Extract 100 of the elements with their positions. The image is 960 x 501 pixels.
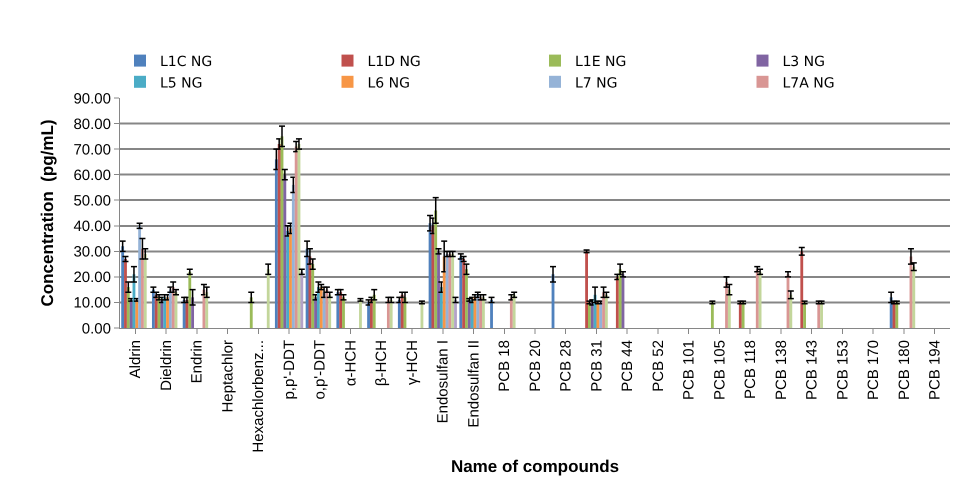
bar bbox=[322, 292, 326, 328]
bar bbox=[602, 292, 605, 328]
x-tick-label: Heptachlor bbox=[219, 340, 236, 413]
bar bbox=[892, 302, 896, 328]
legend-label: L1C NG bbox=[160, 54, 212, 70]
x-axis-title: Name of compounds bbox=[450, 456, 620, 476]
bar bbox=[308, 256, 312, 328]
bar bbox=[440, 287, 443, 328]
x-tick-label: PCB 153 bbox=[834, 340, 852, 400]
legend-label: L3 NG bbox=[782, 54, 825, 70]
bar bbox=[465, 269, 468, 328]
bar bbox=[596, 302, 600, 328]
x-tick-label: o,p'-DDT bbox=[312, 340, 329, 400]
legend-label: L7 NG bbox=[575, 75, 618, 92]
bar bbox=[141, 248, 144, 328]
x-tick-label: PCB 138 bbox=[772, 340, 790, 400]
x-tick-label: PCB 170 bbox=[865, 340, 882, 400]
x-tick-label: p,p'-DDT bbox=[280, 340, 298, 400]
bar bbox=[186, 300, 188, 328]
x-tick-label: PCB 44 bbox=[619, 340, 636, 392]
bar bbox=[758, 272, 762, 328]
legend-label: L7A NG bbox=[782, 75, 835, 92]
bar bbox=[168, 290, 172, 328]
x-tick-label: PCB 18 bbox=[496, 340, 514, 392]
bar bbox=[121, 246, 124, 328]
x-tick-label: Endosulfan I bbox=[434, 340, 452, 424]
bar bbox=[166, 297, 169, 328]
bar bbox=[910, 256, 912, 328]
bar bbox=[289, 228, 292, 328]
bar bbox=[454, 300, 457, 328]
y-tick-label: 30.00 bbox=[73, 244, 111, 261]
bar bbox=[182, 300, 186, 328]
bar bbox=[386, 300, 390, 328]
x-tick-label: Dieldrin bbox=[158, 340, 175, 391]
bar bbox=[786, 274, 790, 328]
x-tick-label: PCB 180 bbox=[896, 340, 913, 400]
bar bbox=[428, 223, 432, 328]
bar bbox=[280, 136, 284, 328]
x-tick-label: PCB 118 bbox=[742, 340, 760, 399]
bar bbox=[446, 254, 448, 328]
y-axis-title: Concentration (pg/mL) bbox=[38, 120, 58, 306]
bar bbox=[803, 302, 806, 328]
bar bbox=[130, 300, 133, 328]
y-tick-label: 20.00 bbox=[73, 269, 111, 286]
x-tick-label: Endrin bbox=[188, 340, 206, 384]
bar bbox=[152, 290, 155, 328]
x-tick-label: PCB 28 bbox=[558, 340, 575, 392]
bar bbox=[283, 174, 286, 328]
bar bbox=[490, 300, 493, 328]
x-tick-label: PCB 52 bbox=[650, 340, 667, 392]
bar bbox=[124, 259, 127, 328]
bar bbox=[462, 259, 466, 328]
bar bbox=[325, 290, 328, 328]
x-tick-label: Endosulfan II bbox=[465, 340, 482, 428]
bar bbox=[400, 294, 404, 328]
y-tick-label: 40.00 bbox=[73, 218, 111, 236]
y-tick-label: 0.00 bbox=[82, 320, 111, 338]
bar bbox=[474, 297, 476, 328]
y-tick-label: 60.00 bbox=[73, 166, 111, 184]
bar bbox=[622, 274, 624, 328]
bar bbox=[470, 300, 474, 328]
x-tick-label: PCB 105 bbox=[711, 340, 728, 400]
x-tick-label: PCB 101 bbox=[680, 340, 698, 400]
bar bbox=[294, 146, 298, 328]
bar bbox=[306, 248, 308, 328]
bar bbox=[448, 254, 452, 328]
bar bbox=[370, 300, 373, 328]
bar bbox=[339, 292, 342, 328]
legend-label: L1E NG bbox=[575, 54, 626, 70]
x-tick-label: β-HCH bbox=[373, 340, 390, 386]
bar bbox=[314, 297, 317, 328]
bar bbox=[585, 251, 588, 328]
bar bbox=[618, 269, 622, 328]
bar bbox=[160, 300, 164, 328]
bar bbox=[359, 300, 362, 328]
bar bbox=[437, 251, 440, 328]
y-tick-label: 90.00 bbox=[73, 90, 111, 108]
bar bbox=[482, 297, 485, 328]
bar bbox=[174, 292, 178, 328]
bar bbox=[742, 302, 745, 328]
y-tick-label: 10.00 bbox=[73, 294, 111, 312]
y-tick-label: 70.00 bbox=[73, 141, 111, 158]
bar bbox=[138, 226, 142, 328]
bar bbox=[512, 294, 516, 328]
y-tick-label: 80.00 bbox=[73, 116, 111, 133]
bar bbox=[342, 297, 345, 328]
bar bbox=[274, 159, 278, 328]
x-tick-label: Hexachlorbenz... bbox=[250, 340, 268, 453]
x-tick-label: α-HCH bbox=[342, 340, 360, 386]
bar bbox=[710, 302, 714, 328]
legend-label: L5 NG bbox=[160, 75, 202, 92]
legend-label: L6 NG bbox=[368, 75, 410, 92]
legend-label: L1D NG bbox=[368, 54, 421, 70]
bar bbox=[479, 297, 482, 328]
bar bbox=[820, 302, 823, 328]
bar bbox=[298, 144, 300, 328]
bar bbox=[552, 274, 554, 328]
bar bbox=[728, 290, 731, 328]
x-tick-label: Aldrin bbox=[127, 340, 144, 378]
x-tick-label: PCB 31 bbox=[588, 340, 606, 392]
